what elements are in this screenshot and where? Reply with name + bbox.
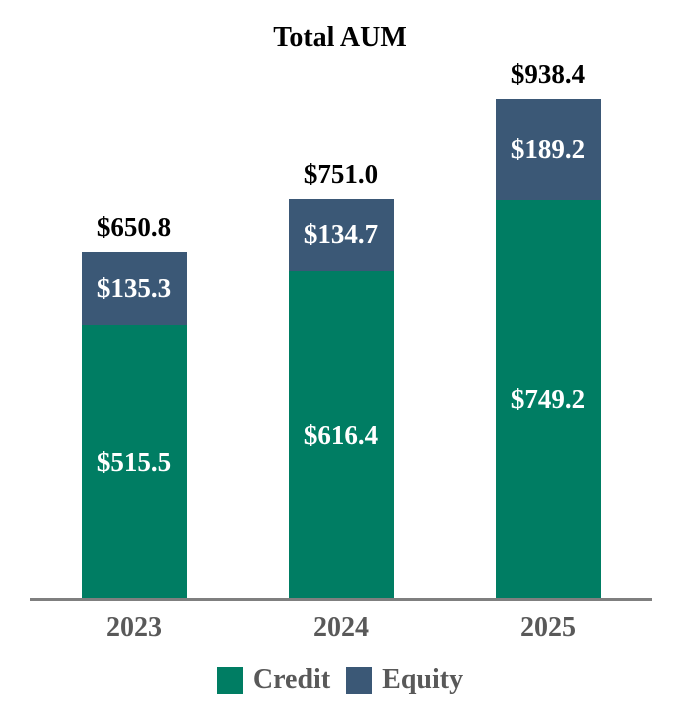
legend: Credit Equity: [0, 666, 680, 694]
bar-segment-equity-2024: $134.7: [288, 198, 394, 271]
total-value-label-2025: $938.4: [510, 58, 586, 89]
equity-value-label-2023: $135.3: [96, 273, 172, 304]
x-axis-label-2024: 2024: [313, 612, 369, 643]
legend-label-credit: Credit: [252, 664, 331, 695]
credit-value-label-2024: $616.4: [303, 419, 379, 450]
x-axis-label-2025: 2025: [520, 612, 576, 643]
credit-value-label-2023: $515.5: [96, 446, 172, 477]
legend-item-credit: Credit: [216, 664, 331, 695]
bar-segment-equity-2023: $135.3: [81, 252, 187, 325]
total-value-label-2023: $650.8: [96, 212, 172, 243]
total-value-label-2024: $751.0: [303, 158, 379, 189]
bar-segment-credit-2025: $749.2: [495, 199, 601, 600]
bar-segment-equity-2025: $189.2: [495, 98, 601, 200]
x-axis-line: [30, 598, 652, 601]
equity-value-label-2025: $189.2: [510, 133, 586, 164]
bar-segment-credit-2024: $616.4: [288, 270, 394, 600]
credit-value-label-2025: $749.2: [510, 384, 586, 415]
legend-item-equity: Equity: [346, 666, 463, 694]
legend-swatch-credit: [216, 666, 243, 694]
bar-segment-credit-2023: $515.5: [81, 324, 187, 600]
equity-value-label-2024: $134.7: [303, 219, 379, 250]
legend-label-equity: Equity: [382, 664, 464, 695]
legend-swatch-equity: [346, 666, 373, 694]
x-axis-label-2023: 2023: [106, 612, 162, 643]
chart-title: Total AUM: [273, 22, 407, 53]
